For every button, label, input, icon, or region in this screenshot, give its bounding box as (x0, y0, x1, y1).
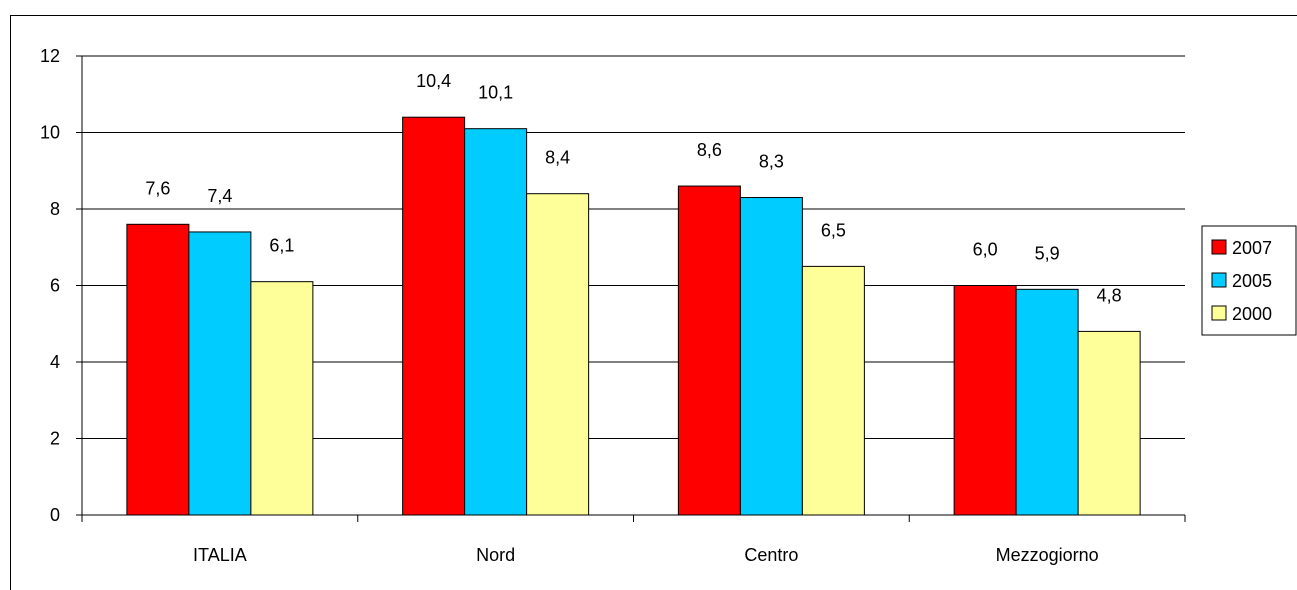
legend: 2007 2005 2000 (1201, 225, 1297, 336)
x-category-label: Centro (744, 545, 798, 565)
bar-2000-mezzogiorno (1077, 330, 1141, 516)
data-label: 8,6 (697, 140, 722, 160)
bar-2005-nord (464, 128, 528, 516)
bar-2005-centro (739, 197, 803, 516)
y-tick-label: 6 (50, 276, 60, 296)
legend-label-2005: 2005 (1232, 271, 1272, 291)
data-label: 6,0 (973, 240, 998, 260)
legend-swatch-2007 (1211, 239, 1227, 255)
y-axis-ticks: 0 2 4 6 8 10 12 (40, 46, 82, 525)
y-tick-label: 12 (40, 46, 60, 66)
legend-swatch-2000 (1211, 305, 1227, 321)
legend-swatch-2005 (1211, 272, 1227, 288)
data-label: 10,1 (478, 83, 513, 103)
y-tick-label: 10 (40, 123, 60, 143)
data-label: 6,1 (269, 236, 294, 256)
bar-2007-nord (402, 116, 466, 516)
legend-label-2000: 2000 (1232, 304, 1272, 324)
bar-2007-centro (677, 185, 741, 516)
bar-2000-centro (801, 265, 865, 516)
y-tick-label: 4 (50, 352, 60, 372)
bar-2000-italia (250, 281, 314, 516)
data-label: 5,9 (1035, 243, 1060, 263)
data-labels: 7,6 7,4 6,1 10,4 10,1 8,4 8,6 8,3 6,5 6,0 5,9 4,8 (145, 71, 1121, 305)
data-label: 7,6 (145, 178, 170, 198)
bar-2000-nord (526, 193, 590, 516)
legend-label-2007: 2007 (1232, 238, 1272, 258)
bar-2005-mezzogiorno (1015, 288, 1079, 516)
x-category-label: Nord (476, 545, 515, 565)
x-category-label: ITALIA (193, 545, 247, 565)
bar-2007-mezzogiorno (953, 285, 1017, 516)
bar-2005-italia (188, 231, 252, 516)
x-axis-categories: ITALIA Nord Centro Mezzogiorno (193, 545, 1099, 565)
y-tick-label: 0 (50, 505, 60, 525)
data-label: 7,4 (207, 186, 232, 206)
x-category-label: Mezzogiorno (996, 545, 1099, 565)
data-label: 10,4 (416, 71, 451, 91)
data-label: 8,4 (545, 148, 570, 168)
data-label: 8,3 (759, 152, 784, 172)
bar-2007-italia (126, 223, 190, 516)
axes (81, 56, 1186, 522)
y-tick-label: 2 (50, 429, 60, 449)
bars (126, 116, 1141, 516)
y-tick-label: 8 (50, 199, 60, 219)
data-label: 4,8 (1097, 285, 1122, 305)
data-label: 6,5 (821, 220, 846, 240)
